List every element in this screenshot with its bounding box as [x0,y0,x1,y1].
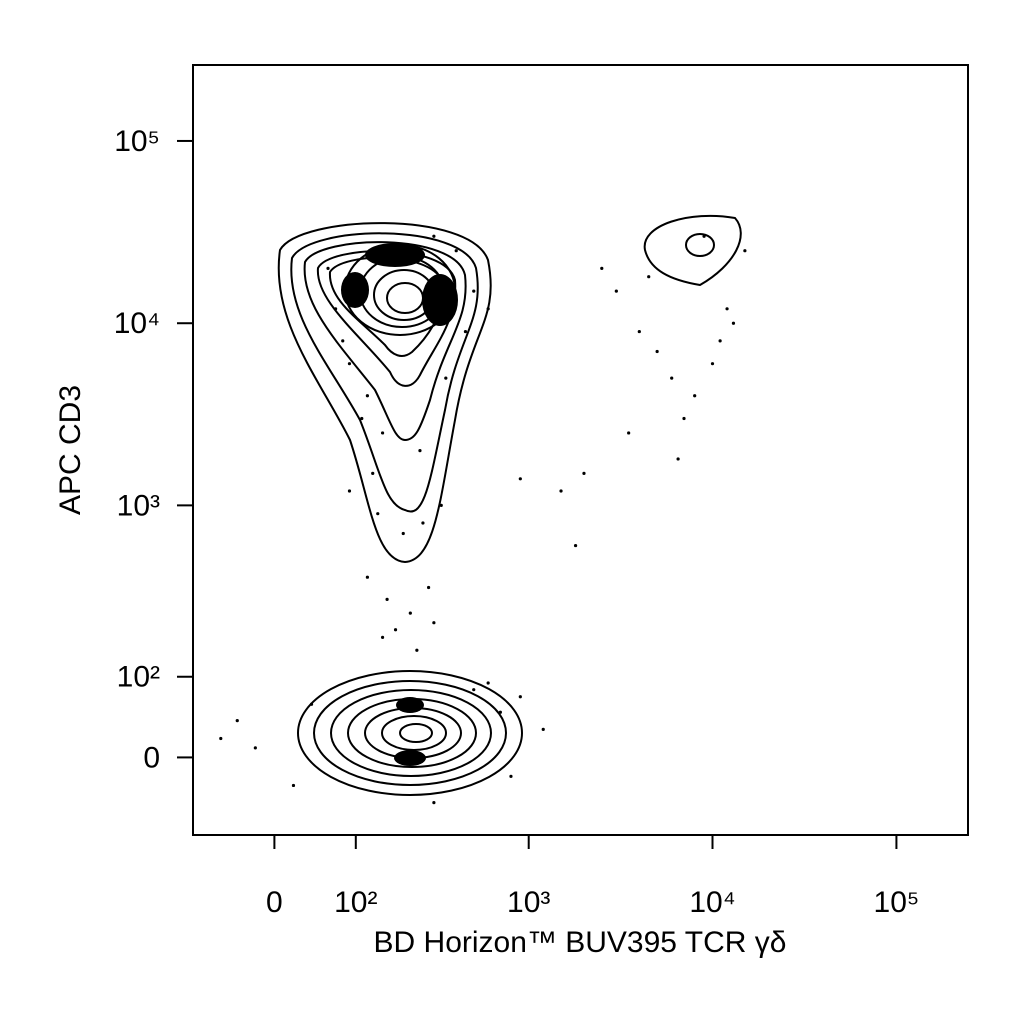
plot-frame [192,64,969,836]
event-dot [600,266,604,270]
event-dot [380,635,385,639]
event-dot [415,648,419,652]
event-dot [710,362,715,366]
x-tick-label: 10⁴ [689,886,735,919]
event-dot [731,321,736,325]
event-dot [472,688,476,692]
event-dot [676,457,680,461]
event-dot [454,249,458,253]
event-dot [333,307,338,311]
event-dot [472,289,476,293]
y-axis-label: APC CD3 [54,385,87,515]
event-dot [486,307,490,311]
event-dot [439,503,443,507]
event-dot [559,489,563,493]
event-dot [380,431,385,435]
event-dot [371,471,375,475]
y-tick-label: 10⁵ [114,125,160,158]
y-tick-label: 10⁴ [114,307,160,340]
event-dot [341,339,345,343]
event-dot [509,774,513,778]
event-dot [725,307,729,311]
event-dot [309,702,314,706]
dense-regions [341,243,458,766]
event-dot [347,362,352,366]
event-dot [326,266,330,270]
event-dot [360,416,364,421]
event-dot [541,727,545,731]
event-dot [627,431,631,435]
event-dot [743,249,747,253]
event-dot [718,339,722,343]
event-dot [291,783,296,788]
event-dot [421,521,425,525]
event-dot [582,471,586,475]
event-dot [401,531,405,536]
x-tick-label: 10² [334,886,377,919]
event-dot [365,575,370,579]
event-dot [365,394,370,398]
event-dot [518,477,522,481]
event-dot [702,234,706,238]
event-dot [393,628,398,632]
y-tick-label: 10² [117,661,160,694]
event-dot [647,275,651,279]
event-dot [426,585,431,590]
event-dot [432,621,436,625]
event-dot [376,512,380,516]
y-tick-label: 10³ [117,489,160,522]
x-tick-label: 0 [266,886,283,919]
event-dot [219,736,223,741]
event-dot [573,543,578,548]
event-dot [637,329,641,334]
event-dot [486,681,490,685]
event-dot [518,695,522,699]
event-dot [408,611,412,615]
event-dot [418,449,422,453]
event-dot [253,746,257,750]
event-dot [463,329,468,334]
event-dot [682,416,686,421]
event-dot [444,376,448,380]
x-axis-label: BD Horizon™ BUV395 TCR γδ [374,926,787,959]
event-dot [235,719,239,723]
event-dot [498,710,502,714]
event-dot [670,376,674,380]
event-dot [655,349,659,354]
event-dot [614,289,618,293]
x-tick-label: 10⁵ [874,886,920,919]
event-dot [693,394,697,398]
y-tick-label: 0 [143,741,160,774]
event-dot [385,597,389,601]
event-dot [432,234,436,238]
event-dot [347,489,352,493]
event-dot [432,801,436,805]
x-tick-label: 10³ [507,886,550,919]
